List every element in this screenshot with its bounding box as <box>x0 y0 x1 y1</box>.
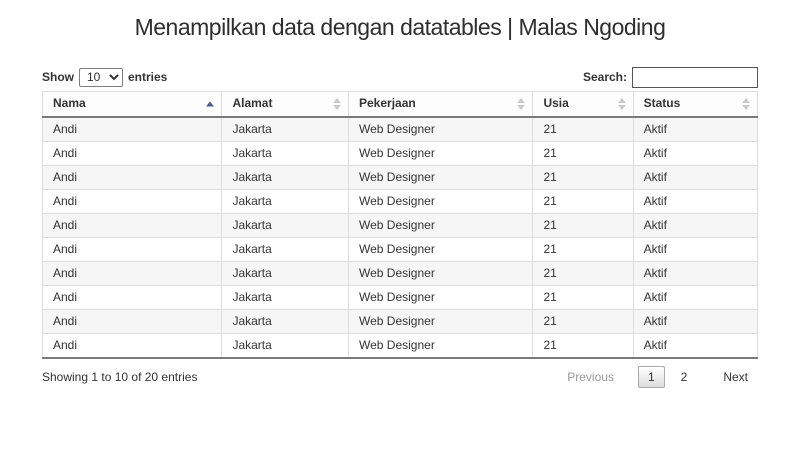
column-header-usia[interactable]: Usia <box>532 91 634 118</box>
table-cell: 21 <box>532 212 634 238</box>
datatable-footer: Showing 1 to 10 of 20 entries Previous 1 2… <box>42 365 758 388</box>
sort-ascending-icon <box>206 101 215 107</box>
table-cell: Andi <box>41 212 223 238</box>
table-row: Andi Jakarta Web Designer 21 Aktif <box>41 188 759 214</box>
table-cell: Aktif <box>632 260 759 286</box>
table-cell: Jakarta <box>221 236 349 262</box>
table-cell: Web Designer <box>347 140 534 166</box>
table-header-row: Nama Alamat Pekerjaan Usia Status <box>41 91 759 118</box>
table-cell: Jakarta <box>221 308 349 334</box>
table-info: Showing 1 to 10 of 20 entries <box>42 369 198 384</box>
table-cell: Web Designer <box>347 308 534 334</box>
column-header-status[interactable]: Status <box>632 91 759 118</box>
table-cell: Andi <box>41 116 223 142</box>
table-body: Andi Jakarta Web Designer 21 Aktif Andi Jakart… <box>41 116 759 359</box>
table-cell: Jakarta <box>221 164 349 190</box>
column-header-label: Pekerjaan <box>359 96 416 111</box>
table-row: Andi Jakarta Web Designer 21 Aktif <box>41 140 759 166</box>
sort-both-icon <box>742 97 750 110</box>
table-row: Andi Jakarta Web Designer 21 Aktif <box>41 332 759 359</box>
table-cell: Aktif <box>632 188 759 214</box>
table-cell: Aktif <box>632 332 759 359</box>
table-cell: Aktif <box>632 212 759 238</box>
pagination-previous-button[interactable]: Previous <box>567 369 614 384</box>
page-title: Menampilkan data dengan datatables | Mal… <box>134 14 666 40</box>
table-cell: 21 <box>532 188 634 214</box>
column-header-label: Alamat <box>232 96 273 111</box>
data-table: Nama Alamat Pekerjaan Usia Status Andi Jakart… <box>41 91 759 359</box>
table-cell: Andi <box>41 188 223 214</box>
table-cell: Jakarta <box>221 188 349 214</box>
datatable-toolbar: Show 10 entries Search: <box>42 66 758 88</box>
search-input[interactable] <box>632 66 758 88</box>
table-cell: 21 <box>532 164 634 190</box>
table-cell: Aktif <box>632 116 759 142</box>
table-cell: 21 <box>532 284 634 310</box>
table-cell: Andi <box>41 140 223 166</box>
table-cell: Andi <box>41 164 223 190</box>
entries-suffix-label: entries <box>128 70 168 84</box>
table-cell: Web Designer <box>347 212 534 238</box>
pagination-page-2[interactable]: 2 <box>680 369 688 384</box>
pagination-next-button[interactable]: Next <box>723 369 748 384</box>
column-header-alamat[interactable]: Alamat <box>221 91 349 118</box>
table-header: Nama Alamat Pekerjaan Usia Status <box>41 91 759 118</box>
table-cell: Web Designer <box>347 260 534 286</box>
table-cell: Web Designer <box>347 284 534 310</box>
table-row: Andi Jakarta Web Designer 21 Aktif <box>41 212 759 238</box>
column-header-nama[interactable]: Nama <box>41 91 223 118</box>
table-cell: Andi <box>41 332 223 359</box>
entries-per-page-select[interactable]: 10 <box>79 67 123 87</box>
table-cell: Web Designer <box>347 188 534 214</box>
column-header-label: Nama <box>53 96 86 111</box>
search-control: Search: <box>582 66 758 88</box>
table-cell: 21 <box>532 260 634 286</box>
table-cell: Aktif <box>632 164 759 190</box>
table-cell: Aktif <box>632 236 759 262</box>
table-row: Andi Jakarta Web Designer 21 Aktif <box>41 236 759 262</box>
column-header-label: Usia <box>543 96 569 111</box>
table-cell: 21 <box>532 332 634 359</box>
entries-length-control: Show 10 entries <box>42 67 168 87</box>
table-row: Andi Jakarta Web Designer 21 Aktif <box>41 116 759 142</box>
table-cell: Andi <box>41 308 223 334</box>
table-cell: Jakarta <box>221 284 349 310</box>
table-cell: Jakarta <box>221 260 349 286</box>
table-row: Andi Jakarta Web Designer 21 Aktif <box>41 308 759 334</box>
entries-prefix-label: Show <box>42 70 74 84</box>
column-header-pekerjaan[interactable]: Pekerjaan <box>347 91 534 118</box>
table-row: Andi Jakarta Web Designer 21 Aktif <box>41 164 759 190</box>
table-cell: Aktif <box>632 284 759 310</box>
sort-both-icon <box>617 97 626 110</box>
table-cell: Web Designer <box>347 332 534 359</box>
table-cell: Jakarta <box>221 140 349 166</box>
sort-both-icon <box>517 97 526 110</box>
table-cell: 21 <box>532 308 634 334</box>
table-row: Andi Jakarta Web Designer 21 Aktif <box>41 260 759 286</box>
table-cell: Andi <box>41 284 223 310</box>
table-cell: 21 <box>532 236 634 262</box>
table-row: Andi Jakarta Web Designer 21 Aktif <box>41 284 759 310</box>
datatable-container: Show 10 entries Search: Nama Alamat Pekerj… <box>41 66 759 388</box>
sort-both-icon <box>333 97 341 110</box>
table-cell: Aktif <box>632 308 759 334</box>
table-cell: Aktif <box>632 140 759 166</box>
table-cell: 21 <box>532 140 634 166</box>
table-cell: Web Designer <box>347 236 534 262</box>
table-cell: Web Designer <box>347 116 534 142</box>
table-cell: 21 <box>532 116 634 142</box>
pagination: Previous 1 2 Next <box>557 365 758 388</box>
pagination-page-1[interactable]: 1 <box>637 365 665 388</box>
table-cell: Jakarta <box>221 116 349 142</box>
search-label: Search: <box>582 70 627 84</box>
table-cell: Andi <box>41 236 223 262</box>
column-header-label: Status <box>643 96 681 111</box>
table-cell: Andi <box>41 260 223 286</box>
table-cell: Web Designer <box>347 164 534 190</box>
table-cell: Jakarta <box>221 332 349 359</box>
table-cell: Jakarta <box>221 212 349 238</box>
